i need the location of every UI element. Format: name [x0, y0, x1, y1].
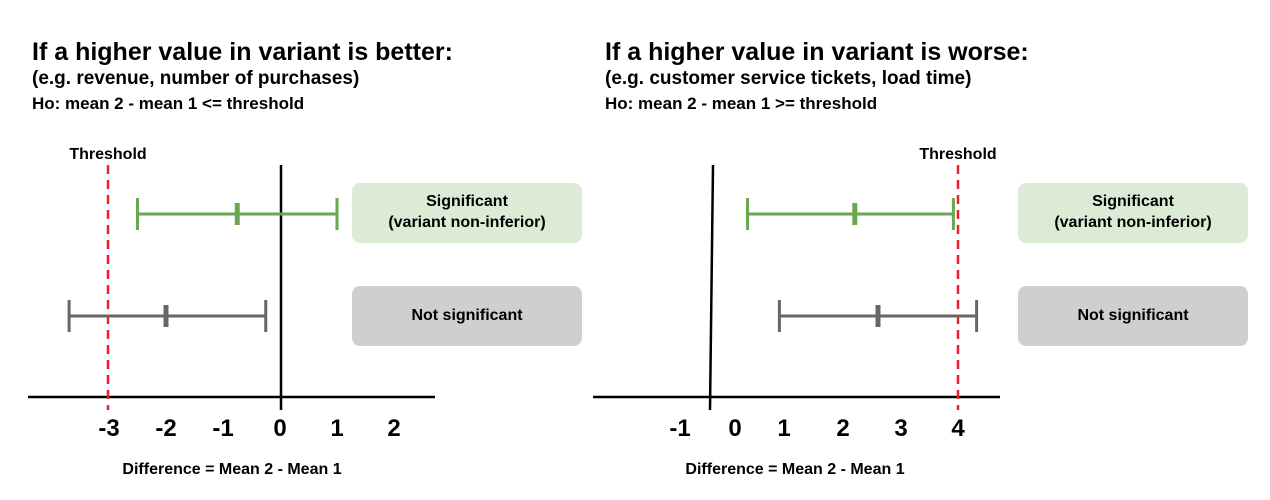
null-hypothesis: Ho: mean 2 - mean 1 >= threshold [605, 94, 878, 113]
x-tick-label: -1 [212, 415, 233, 442]
threshold-label: Threshold [919, 146, 996, 163]
not-significant-box: Not significant [352, 286, 582, 346]
not-significant-label: Not significant [411, 306, 523, 324]
x-axis-title: Difference = Mean 2 - Mean 1 [685, 461, 904, 478]
x-tick-label: 0 [273, 415, 286, 442]
significant-box: Significant (variant non-inferior) [352, 183, 582, 243]
confidence-interval [777, 300, 979, 332]
x-tick-label: 1 [777, 415, 790, 442]
non-inferior-label: (variant non-inferior) [388, 214, 546, 231]
confidence-interval [746, 198, 955, 230]
ci-diagram-left: Threshold -3 -2 -1 0 1 2 Difference = Mean 2 … [28, 146, 435, 478]
not-significant-box: Not significant [1018, 286, 1248, 346]
significant-box: Significant (variant non-inferior) [1018, 183, 1248, 243]
panel-title: If a higher value in variant is better: [32, 38, 453, 66]
panel-higher-is-worse: If a higher value in variant is worse: (… [590, 0, 1270, 500]
panel-title: If a higher value in variant is worse: [605, 38, 1029, 66]
x-tick-label: 4 [951, 415, 965, 442]
x-tick-label: 0 [728, 415, 741, 442]
threshold-label: Threshold [69, 146, 146, 163]
ci-diagram-right: Threshold -1 0 1 2 3 4 Difference = Mean 2 - … [593, 146, 1000, 478]
x-tick-label: -3 [98, 415, 119, 442]
not-significant-label: Not significant [1077, 306, 1189, 324]
significant-label: Significant [1092, 193, 1174, 211]
non-inferior-label: (variant non-inferior) [1054, 214, 1212, 231]
panel-higher-is-better: If a higher value in variant is better: … [0, 0, 620, 500]
null-hypothesis: Ho: mean 2 - mean 1 <= threshold [32, 94, 305, 113]
panel-subtitle: (e.g. revenue, number of purchases) [32, 68, 360, 89]
x-axis-title: Difference = Mean 2 - Mean 1 [122, 461, 341, 478]
x-tick-label: 2 [836, 415, 849, 442]
confidence-interval [136, 198, 339, 230]
panel-subtitle: (e.g. customer service tickets, load tim… [605, 68, 972, 89]
confidence-interval [67, 300, 268, 332]
significant-label: Significant [426, 193, 508, 211]
x-tick-label: -2 [155, 415, 176, 442]
x-tick-label: 2 [387, 415, 400, 442]
x-tick-label: -1 [669, 415, 690, 442]
zero-line [708, 164, 715, 411]
x-tick-label: 1 [330, 415, 343, 442]
x-tick-label: 3 [894, 415, 907, 442]
